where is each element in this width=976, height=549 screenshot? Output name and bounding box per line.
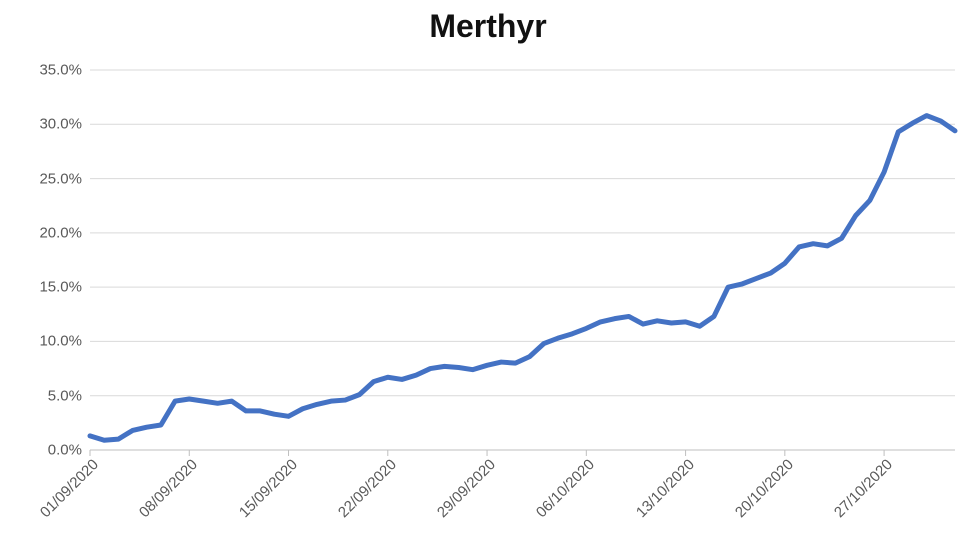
x-tick-label: 29/09/2020 [434, 456, 499, 521]
y-tick-label: 0.0% [48, 442, 82, 459]
x-tick-label: 22/09/2020 [335, 456, 400, 521]
data-line [90, 116, 955, 441]
x-tick-label: 20/10/2020 [732, 456, 797, 521]
chart-container: Merthyr 0.0%5.0%10.0%15.0%20.0%25.0%30.0… [0, 0, 976, 549]
y-tick-label: 25.0% [39, 170, 82, 187]
x-tick-label: 13/10/2020 [632, 456, 697, 521]
plot-svg [90, 70, 955, 450]
y-tick-label: 20.0% [39, 224, 82, 241]
x-tick-label: 06/10/2020 [533, 456, 598, 521]
y-tick-label: 35.0% [39, 62, 82, 79]
y-tick-label: 30.0% [39, 116, 82, 133]
plot-area: 0.0%5.0%10.0%15.0%20.0%25.0%30.0%35.0%01… [90, 70, 955, 450]
y-tick-label: 5.0% [48, 387, 82, 404]
x-tick-label: 15/09/2020 [235, 456, 300, 521]
y-tick-label: 15.0% [39, 279, 82, 296]
x-tick-label: 01/09/2020 [37, 456, 102, 521]
chart-title: Merthyr [0, 8, 976, 45]
x-tick-label: 08/09/2020 [136, 456, 201, 521]
y-tick-label: 10.0% [39, 333, 82, 350]
x-tick-label: 27/10/2020 [831, 456, 896, 521]
